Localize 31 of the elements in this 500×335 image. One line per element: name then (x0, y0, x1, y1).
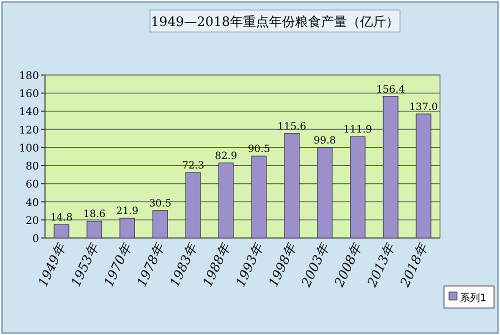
x-tick-label: 2003年 (298, 240, 333, 290)
y-tick-label: 100 (18, 142, 39, 154)
y-tick-label: 140 (18, 106, 39, 118)
chart-title: 1949—2018年重点年份粮食产量（亿斤） (150, 15, 400, 30)
data-label: 137.0 (409, 102, 438, 113)
y-tick-label: 20 (26, 214, 39, 227)
x-tick-label: 2008年 (332, 240, 366, 290)
data-label: 90.5 (248, 144, 270, 156)
x-tick-label: 1988年 (200, 240, 234, 290)
data-label: 156.4 (376, 84, 405, 96)
y-tick-label: 160 (18, 88, 39, 100)
y-tick-label: 120 (18, 124, 39, 136)
x-tick-label: 2013年 (364, 240, 399, 290)
x-tick-label: 1949年 (36, 240, 70, 290)
x-tick-label: 1993年 (234, 240, 267, 290)
y-tick-label: 180 (18, 70, 39, 82)
y-tick-label: 80 (26, 160, 39, 173)
x-tick-label: 1998年 (266, 240, 300, 290)
x-tick-label: 1970年 (102, 240, 136, 290)
legend-label: 系列1 (460, 292, 486, 304)
x-tick-label: 1953年 (68, 240, 102, 290)
y-tick-label: 60 (26, 178, 39, 191)
x-tick-label: 1983年 (168, 240, 202, 290)
data-label: 99.8 (314, 136, 336, 147)
data-label: 18.6 (83, 209, 106, 220)
x-tick-label: 1978年 (134, 240, 168, 290)
y-tick-label: 0 (32, 233, 39, 245)
data-label: 21.9 (116, 206, 138, 218)
y-tick-label: 40 (26, 196, 39, 209)
x-tick-label: 2018年 (398, 240, 432, 290)
data-label: 82.9 (214, 150, 238, 162)
